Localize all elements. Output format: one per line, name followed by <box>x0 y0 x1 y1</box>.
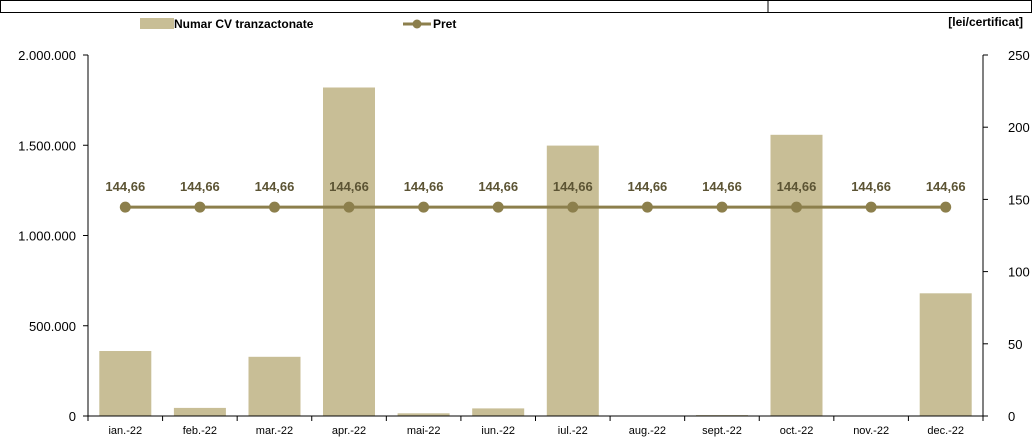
price-marker-nov.-22 <box>866 202 877 213</box>
y-left-tick-label: 2.000.000 <box>18 48 76 63</box>
x-tick-label: apr.-22 <box>332 425 366 437</box>
y-left-tick-label: 500.000 <box>29 319 76 334</box>
x-tick-label: ian.-22 <box>108 425 142 437</box>
price-marker-mar.-22 <box>269 202 280 213</box>
y-left-tick-label: 0 <box>69 409 76 424</box>
price-marker-oct.-22 <box>791 202 802 213</box>
bar-apr.-22 <box>323 88 375 417</box>
y-right-tick-label: 150 <box>1008 192 1030 207</box>
price-data-label: 144,66 <box>255 179 295 194</box>
x-tick-label: iul.-22 <box>558 425 588 437</box>
x-tick-label: iun.-22 <box>481 425 515 437</box>
price-data-label: 144,66 <box>478 179 518 194</box>
legend-swatch-marker <box>413 20 422 29</box>
y-right-unit-label: [lei/certificat] <box>948 15 1023 29</box>
x-tick-label: nov.-22 <box>853 425 889 437</box>
price-marker-apr.-22 <box>344 202 355 213</box>
top-frame-border <box>1 1 1032 13</box>
price-data-label: 144,66 <box>702 179 742 194</box>
bar-iun.-22 <box>472 408 524 416</box>
y-left-tick-label: 1.500.000 <box>18 138 76 153</box>
x-tick-label: dec.-22 <box>927 425 964 437</box>
y-right-tick-label: 250 <box>1008 48 1030 63</box>
price-marker-iul.-22 <box>567 202 578 213</box>
bar-mar.-22 <box>249 357 301 416</box>
y-right-tick-label: 100 <box>1008 265 1030 280</box>
y-right-tick-label: 50 <box>1008 337 1022 352</box>
price-marker-ian.-22 <box>120 202 131 213</box>
price-data-label: 144,66 <box>851 179 891 194</box>
price-marker-aug.-22 <box>642 202 653 213</box>
bar-dec.-22 <box>920 293 972 416</box>
x-tick-label: feb.-22 <box>183 425 217 437</box>
legend-swatch-bar <box>140 18 174 29</box>
bar-feb.-22 <box>174 408 226 416</box>
y-right-tick-label: 200 <box>1008 120 1030 135</box>
y-right-tick-label: 0 <box>1008 409 1015 424</box>
price-data-label: 144,66 <box>926 179 966 194</box>
y-left-tick-label: 1.000.000 <box>18 229 76 244</box>
price-marker-mai-22 <box>418 202 429 213</box>
x-tick-label: mar.-22 <box>256 425 293 437</box>
price-marker-iun.-22 <box>493 202 504 213</box>
price-marker-feb.-22 <box>194 202 205 213</box>
price-data-label: 144,66 <box>180 179 220 194</box>
price-data-label: 144,66 <box>553 179 593 194</box>
price-data-label: 144,66 <box>404 179 444 194</box>
x-tick-label: aug.-22 <box>629 425 666 437</box>
price-data-label: 144,66 <box>105 179 145 194</box>
price-marker-dec.-22 <box>940 202 951 213</box>
price-data-label: 144,66 <box>628 179 668 194</box>
price-data-label: 144,66 <box>777 179 817 194</box>
x-tick-label: oct.-22 <box>780 425 814 437</box>
price-data-label: 144,66 <box>329 179 369 194</box>
bar-oct.-22 <box>771 135 823 416</box>
legend-label-line: Pret <box>433 17 456 31</box>
bar-ian.-22 <box>99 351 151 416</box>
price-marker-sept.-22 <box>717 202 728 213</box>
legend-label-bar: Numar CV tranzactonate <box>174 17 314 31</box>
x-tick-label: mai-22 <box>407 425 441 437</box>
x-tick-label: sept.-22 <box>702 425 742 437</box>
